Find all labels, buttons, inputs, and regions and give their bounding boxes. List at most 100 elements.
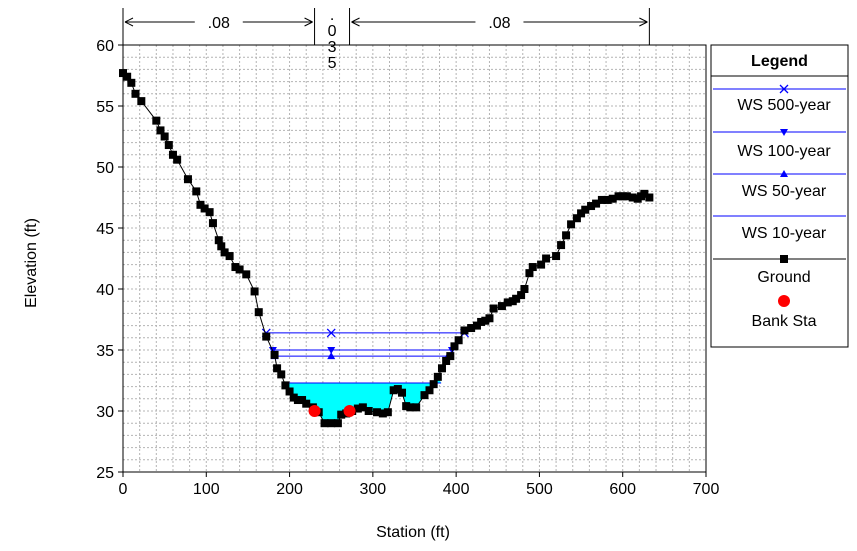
ground-point	[156, 126, 165, 135]
ground-point	[429, 380, 438, 389]
x-tick-label: 700	[693, 481, 720, 498]
manning-arrowhead	[304, 17, 313, 27]
ground-point	[412, 403, 421, 412]
ground-point	[603, 195, 612, 204]
manning-n-label-char: .	[330, 7, 334, 24]
ground-point	[437, 364, 446, 373]
manning-n-label-char: 5	[328, 55, 337, 72]
legend-bank-sta-marker	[778, 295, 790, 307]
ground-point	[220, 248, 229, 257]
ground-point	[485, 314, 494, 323]
ground-point	[364, 407, 373, 415]
legend-frame	[710, 44, 849, 348]
ground-point	[250, 287, 259, 296]
y-tick-label: 35	[96, 343, 114, 360]
y-tick-label: 40	[96, 282, 114, 299]
ground-point	[273, 364, 282, 373]
ground-point	[160, 132, 169, 141]
ground-point	[127, 78, 136, 87]
y-tick-label: 60	[96, 38, 114, 55]
y-axis-label: Elevation (ft)	[23, 218, 40, 308]
ground-point	[446, 352, 455, 361]
grid	[123, 45, 706, 472]
ground-point	[460, 326, 469, 335]
ground-point	[270, 350, 279, 359]
bank-station-layer	[308, 405, 356, 417]
ground-point	[614, 192, 623, 201]
ground-point	[333, 419, 342, 428]
y-tick-label: 55	[96, 99, 114, 116]
ground-point	[358, 403, 367, 412]
legend-ground-marker	[780, 255, 788, 263]
ground-point	[406, 403, 415, 412]
ground-point	[320, 419, 329, 428]
ground-point	[373, 408, 382, 417]
ground-point	[420, 391, 429, 400]
ground-point	[525, 269, 534, 278]
ground-point	[327, 419, 336, 428]
ground-point	[173, 155, 182, 164]
ground-line	[122, 72, 650, 424]
plot-frame	[122, 44, 707, 473]
legend-ws-100-year-marker	[780, 129, 788, 136]
x-tick-label: 200	[276, 481, 303, 498]
ground-point	[137, 97, 146, 106]
legend-ws-50-year-marker	[780, 170, 788, 177]
ground-point	[302, 399, 311, 408]
ground-point	[477, 317, 486, 326]
legend-items: WS 500-year WS 100-year WS 50-year WS 10-ye…	[713, 84, 846, 330]
ground-point	[254, 308, 263, 317]
ground-point	[537, 260, 546, 269]
ground-point	[433, 372, 442, 381]
ground-point	[622, 192, 631, 201]
ground-point	[337, 410, 346, 419]
ground-point	[217, 242, 226, 251]
ground-point	[489, 304, 498, 313]
ground-point	[542, 254, 551, 263]
legend-ws-10-year-label: WS 10-year	[742, 225, 827, 242]
ground-point	[520, 285, 529, 293]
x-tick-label: 500	[526, 481, 553, 498]
manning-n-label-char: 3	[328, 39, 337, 56]
ground-point	[557, 241, 566, 250]
ground-point	[289, 393, 298, 402]
ground-point	[277, 370, 286, 379]
manning-arrowhead	[351, 17, 360, 27]
legend-bank-sta-label: Bank Sta	[752, 313, 817, 330]
legend-ws-50-year-label: WS 50-year	[742, 183, 827, 200]
x-tick-label: 100	[193, 481, 220, 498]
ground-point	[572, 214, 581, 223]
ground-point	[618, 192, 627, 201]
ground-point	[285, 387, 294, 396]
legend-ws-100-year-label: WS 100-year	[737, 143, 831, 160]
ground-point	[628, 193, 637, 202]
ground-point	[481, 316, 490, 325]
ground-point	[131, 89, 140, 98]
ground-point	[281, 381, 290, 390]
ground-point	[402, 402, 411, 411]
ground-point	[208, 219, 217, 228]
ground-point	[235, 265, 244, 274]
y-tick-label: 45	[96, 221, 114, 238]
tick-labels: 0 100 200 300 400 500 600 700 25 30 35 40 45 50 55 60	[96, 38, 719, 498]
ground-point	[152, 116, 161, 125]
ground-point	[592, 199, 601, 208]
ground-point	[398, 388, 407, 397]
ground-point	[389, 386, 398, 395]
ground-point	[383, 408, 392, 417]
ground-point	[450, 342, 459, 351]
ground-point	[503, 298, 512, 307]
ground-point	[640, 189, 649, 198]
ground-point	[608, 194, 617, 203]
ground-point	[183, 175, 192, 184]
manning-arrowhead	[124, 17, 134, 27]
y-tick-label: 30	[96, 404, 114, 421]
ground-point	[645, 193, 654, 202]
ground-point	[472, 321, 481, 330]
ground-point	[262, 332, 271, 341]
ground-point	[577, 209, 586, 218]
ground-point	[567, 220, 576, 229]
ground-point	[393, 385, 402, 394]
ground-point	[205, 208, 214, 217]
